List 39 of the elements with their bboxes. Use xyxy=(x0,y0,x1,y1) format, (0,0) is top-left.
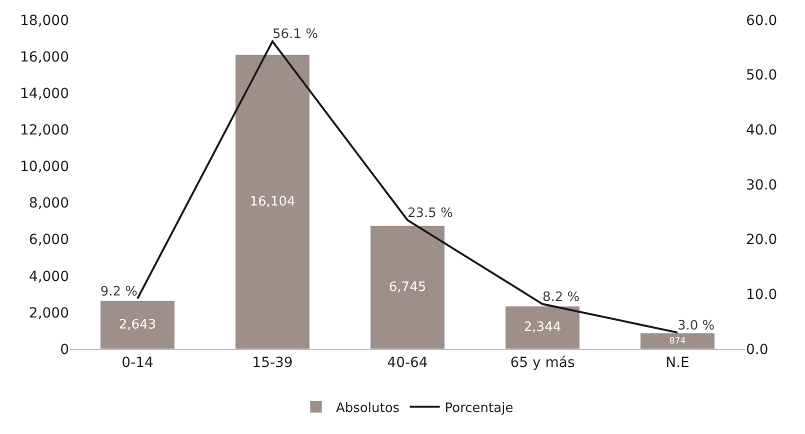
bar xyxy=(100,300,175,349)
bar xyxy=(370,225,445,349)
y-tick-label: 2,000 xyxy=(28,305,69,322)
y2-tick-label: 60.0 xyxy=(746,12,778,29)
y-tick-label: 8,000 xyxy=(28,196,69,212)
bar xyxy=(235,54,310,349)
y-tick-label: 4,000 xyxy=(28,268,69,285)
y-tick-label: 0 xyxy=(60,342,69,358)
legend-label: Absolutos xyxy=(336,400,400,416)
bar xyxy=(505,306,580,349)
data-label: 23.5 % xyxy=(408,206,453,221)
y-tick-label: 6,000 xyxy=(28,232,69,248)
data-label: 3.0 % xyxy=(678,318,715,334)
bar xyxy=(640,332,715,349)
y-tick-label: 16,000 xyxy=(20,49,69,66)
x-tick-label: N.E xyxy=(666,354,690,371)
data-label: 874 xyxy=(669,336,686,346)
data-label: 6,745 xyxy=(388,280,426,295)
data-label: 16,104 xyxy=(250,194,296,210)
y-tick-label: 10,000 xyxy=(20,159,69,176)
x-tick-label: 15-39 xyxy=(252,354,293,371)
y2-tick-label: 30.0 xyxy=(746,177,778,194)
y2-tick-label: 40.0 xyxy=(746,122,778,139)
data-label: 56.1 % xyxy=(272,27,318,42)
y2-tick-label: 20.0 xyxy=(746,232,778,248)
data-label: 2,344 xyxy=(524,320,562,336)
y2-tick-label: 50.0 xyxy=(746,68,778,84)
x-tick-label: 65 y más xyxy=(510,354,575,371)
x-tick-label: 0-14 xyxy=(122,354,154,371)
data-label: 2,643 xyxy=(118,317,156,332)
y2-tick-label: 10.0 xyxy=(746,287,778,304)
data-label: 8.2 % xyxy=(542,290,580,305)
legend-label: Porcentaje xyxy=(444,400,514,416)
y2-tick-label: 0.0 xyxy=(746,342,768,358)
y-tick-label: 12,000 xyxy=(20,122,69,139)
data-label: 9.2 % xyxy=(100,284,138,300)
y-tick-label: 18,000 xyxy=(20,12,69,29)
x-tick-label: 40-64 xyxy=(387,354,428,371)
y-tick-label: 14,000 xyxy=(20,86,69,102)
